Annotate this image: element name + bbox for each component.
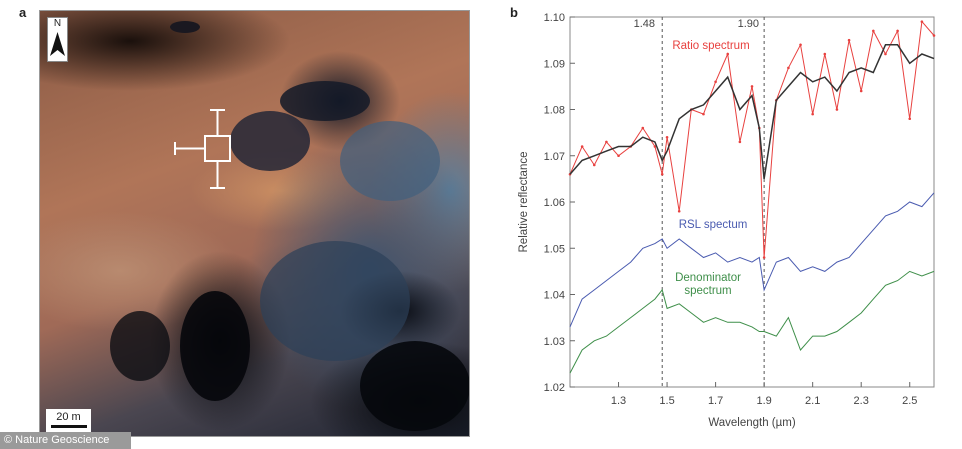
series-line-denominator [569, 270, 935, 374]
x-tick-label: 2.5 [902, 395, 917, 407]
x-tick-label: 2.1 [805, 395, 820, 407]
dark-rock [280, 81, 370, 121]
ratio-data-point [592, 163, 596, 167]
scale-label: 20 m [56, 411, 81, 423]
panel-a-label: a [19, 5, 27, 20]
shadow [180, 291, 250, 401]
series-line-rsl [569, 192, 935, 328]
ratio-data-point [847, 38, 851, 42]
y-tick-label: 1.08 [544, 105, 565, 117]
ratio-data-point [896, 29, 899, 33]
shadow [360, 341, 469, 431]
ratio-data-point [859, 89, 863, 93]
scale-bar-line [50, 425, 87, 428]
ratio-data-point [653, 145, 657, 148]
series-line-fit [569, 44, 935, 180]
ratio-data-point [787, 66, 790, 70]
scale-bar: 20 m [46, 409, 91, 433]
ratio-data-point [665, 135, 669, 139]
y-tick-label: 1.06 [544, 197, 565, 209]
blue-rock [260, 241, 410, 361]
ratio-data-point [738, 140, 742, 144]
panel-b-label: b [510, 5, 518, 20]
ratio-data-point [605, 140, 608, 144]
north-label: N [53, 18, 62, 29]
vline-label-1.90: 1.90 [738, 18, 759, 30]
y-tick-label: 1.04 [544, 290, 565, 302]
ratio-data-point [726, 52, 730, 56]
ratio-data-point [641, 126, 645, 130]
y-tick-label: 1.02 [544, 382, 565, 394]
ratio-data-point [750, 85, 754, 88]
ratio-data-point [872, 29, 875, 33]
ratio-data-point [920, 20, 924, 23]
y-tick-label: 1.10 [544, 12, 565, 24]
crosshair-marker [174, 109, 231, 189]
ratio-data-point [811, 112, 814, 116]
x-tick-label: 2.3 [854, 395, 869, 407]
ratio-data-point [762, 256, 766, 259]
denominator-label-line2: spectrum [684, 285, 731, 297]
copyright-badge: © Nature Geoscience [0, 432, 131, 449]
blue-rock [340, 121, 440, 201]
plot-frame [569, 16, 935, 388]
north-arrow: N [47, 17, 68, 62]
ratio-data-point [823, 52, 827, 56]
y-tick-label: 1.07 [544, 151, 565, 163]
y-tick-label: 1.09 [544, 58, 565, 70]
ratio-data-point [884, 52, 887, 56]
mars-surface-image: N 20 m [39, 10, 470, 437]
x-tick-label: 1.9 [756, 395, 771, 407]
ratio-data-point [714, 80, 717, 84]
ratio-data-point [835, 108, 839, 111]
ratio-data-point [580, 145, 584, 148]
shadow [110, 311, 170, 381]
ratio-data-point [799, 43, 802, 47]
x-tick-label: 1.7 [708, 395, 723, 407]
ratio-data-point [617, 154, 620, 158]
y-tick-label: 1.03 [544, 336, 565, 348]
x-axis-label: Wavelength (µm) [708, 417, 796, 429]
ratio-data-point [677, 209, 681, 213]
denominator-label-line1: Denominator [675, 272, 741, 284]
vline-label-1.48: 1.48 [634, 18, 655, 30]
ratio-data-point [908, 117, 912, 121]
ratio-data-point [660, 172, 664, 176]
dark-streak [170, 21, 200, 33]
rsl-spectrum-label: RSL spectum [679, 219, 748, 231]
dark-rock [230, 111, 310, 171]
x-tick-label: 1.3 [611, 395, 626, 407]
north-arrow-icon [50, 32, 65, 56]
x-tick-label: 1.5 [659, 395, 674, 407]
y-tick-label: 1.05 [544, 243, 565, 255]
y-axis-label: Relative reflectance [518, 152, 530, 253]
ratio-spectrum-label: Ratio spectrum [672, 40, 749, 52]
ratio-data-point [702, 112, 705, 116]
ratio-data-point [932, 34, 936, 37]
